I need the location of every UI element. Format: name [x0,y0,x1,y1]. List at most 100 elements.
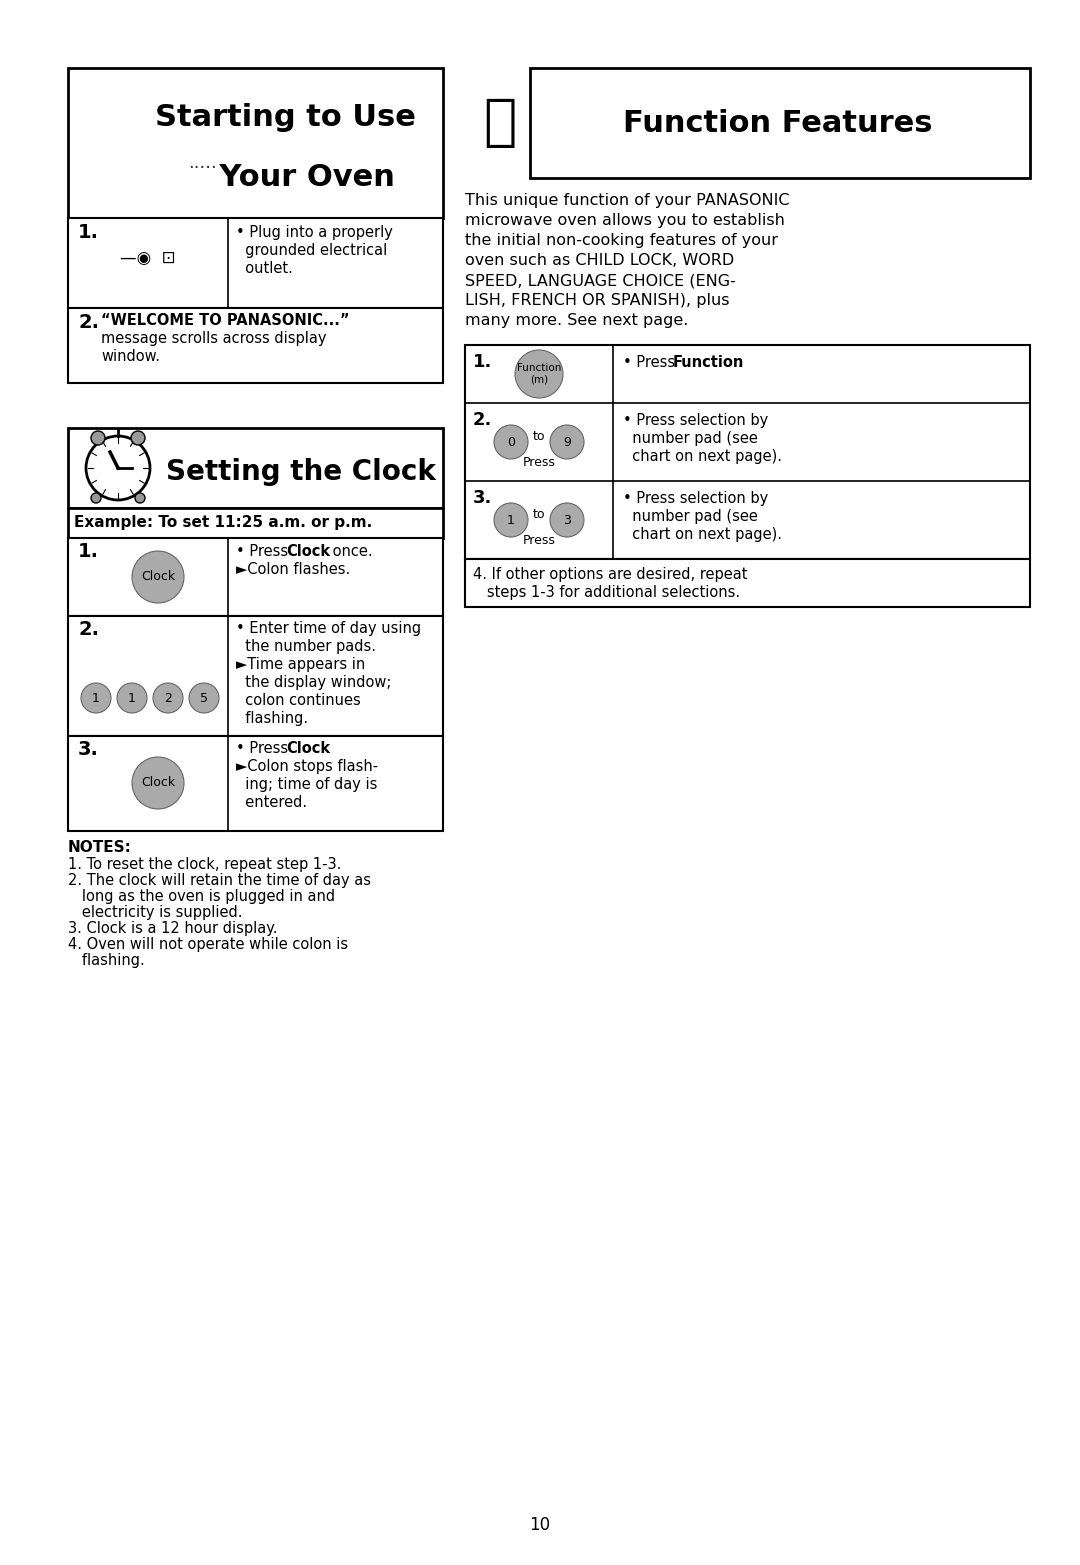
Text: 2.: 2. [473,412,492,429]
Bar [465,559,1030,607]
Text: window.: window. [102,349,160,365]
Text: Clock: Clock [140,776,175,789]
Bar [465,344,1030,559]
Text: colon continues: colon continues [237,693,361,707]
Bar [68,427,443,509]
Circle shape [189,682,219,714]
Text: 3.: 3. [78,740,99,759]
Circle shape [135,493,145,502]
Text: .: . [737,355,742,369]
Text: • Enter time of day using: • Enter time of day using [237,621,421,635]
Text: chart on next page).: chart on next page). [623,449,782,463]
Text: number pad (see: number pad (see [623,509,758,524]
Text: Your Oven: Your Oven [176,163,394,192]
Text: once.: once. [328,545,373,559]
Text: the number pads.: the number pads. [237,639,376,654]
Text: Starting to Use: Starting to Use [156,103,416,133]
Text: electricity is supplied.: electricity is supplied. [68,905,243,920]
Text: steps 1-3 for additional selections.: steps 1-3 for additional selections. [473,585,740,599]
Text: message scrolls across display: message scrolls across display [102,332,326,346]
Text: grounded electrical: grounded electrical [237,243,388,258]
Bar [68,617,443,736]
Text: 1: 1 [508,513,515,526]
Text: ►Time appears in: ►Time appears in [237,657,365,671]
Bar [530,67,1030,178]
Text: 4. Oven will not operate while colon is: 4. Oven will not operate while colon is [68,937,348,952]
Bar [68,218,443,308]
Circle shape [81,682,111,714]
Text: 1: 1 [92,692,100,704]
Text: 1. To reset the clock, repeat step 1-3.: 1. To reset the clock, repeat step 1-3. [68,858,341,872]
Text: 10: 10 [529,1516,551,1534]
Text: Function: Function [673,355,744,369]
Bar [68,308,443,383]
Text: SPEED, LANGUAGE CHOICE (ENG-: SPEED, LANGUAGE CHOICE (ENG- [465,272,735,288]
Text: to: to [532,430,545,443]
Text: ►Colon stops flash-: ►Colon stops flash- [237,759,378,775]
Text: long as the oven is plugged in and: long as the oven is plugged in and [68,889,335,905]
Text: 👤: 👤 [484,95,516,150]
Text: chart on next page).: chart on next page). [623,527,782,541]
Text: number pad (see: number pad (see [623,430,758,446]
Text: 4. If other options are desired, repeat: 4. If other options are desired, repeat [473,567,747,582]
Text: Function
(m): Function (m) [517,363,562,385]
Text: Example: To set 11:25 a.m. or p.m.: Example: To set 11:25 a.m. or p.m. [75,515,373,531]
Text: • Press selection by: • Press selection by [623,491,768,505]
Text: 1.: 1. [78,541,99,560]
Text: flashing.: flashing. [68,953,145,969]
Text: LISH, FRENCH OR SPANISH), plus: LISH, FRENCH OR SPANISH), plus [465,293,729,308]
Text: flashing.: flashing. [237,711,308,726]
Text: Setting the Clock: Setting the Clock [166,459,436,487]
Text: 2: 2 [164,692,172,704]
Bar [68,509,443,538]
Text: 1.: 1. [473,354,492,371]
Text: entered.: entered. [237,795,307,811]
Text: —◉  ⊡: —◉ ⊡ [120,249,176,268]
Circle shape [550,426,584,459]
Text: 2.: 2. [78,620,99,639]
Text: 3. Clock is a 12 hour display.: 3. Clock is a 12 hour display. [68,920,278,936]
Text: oven such as CHILD LOCK, WORD: oven such as CHILD LOCK, WORD [465,254,734,268]
Circle shape [91,430,105,444]
Text: 9: 9 [563,435,571,449]
Text: microwave oven allows you to establish: microwave oven allows you to establish [465,213,785,228]
Circle shape [515,351,563,398]
Bar [68,67,443,218]
Text: NOTES:: NOTES: [68,840,132,854]
Text: • Press: • Press [623,355,679,369]
Circle shape [116,466,120,470]
Bar [68,538,443,617]
Text: many more. See next page.: many more. See next page. [465,313,688,329]
Text: 0: 0 [507,435,515,449]
Text: Press: Press [523,455,555,468]
Text: ►Colon flashes.: ►Colon flashes. [237,562,350,577]
Circle shape [550,502,584,537]
Text: .....: ..... [189,153,217,172]
Circle shape [131,430,145,444]
Text: Press: Press [523,534,555,546]
Text: outlet.: outlet. [237,261,293,275]
Text: This unique function of your PANASONIC: This unique function of your PANASONIC [465,192,789,208]
Text: 3.: 3. [473,488,492,507]
Text: the initial non-cooking features of your: the initial non-cooking features of your [465,233,778,247]
Circle shape [117,682,147,714]
Text: Clock: Clock [286,740,330,756]
Text: 5: 5 [200,692,208,704]
Text: • Press selection by: • Press selection by [623,413,768,427]
Text: “WELCOME TO PANASONIC...”: “WELCOME TO PANASONIC...” [102,313,350,329]
Text: Function Features: Function Features [623,108,932,138]
Text: • Press: • Press [237,545,293,559]
Text: 2.: 2. [78,313,99,332]
Circle shape [132,551,184,603]
Text: 2. The clock will retain the time of day as: 2. The clock will retain the time of day… [68,873,372,887]
Text: Clock: Clock [140,571,175,584]
Circle shape [132,757,184,809]
Text: 3: 3 [563,513,571,526]
Circle shape [91,493,102,502]
Circle shape [153,682,183,714]
Text: 1.: 1. [78,222,99,243]
Circle shape [86,437,150,499]
Circle shape [494,426,528,459]
Text: • Press: • Press [237,740,293,756]
Text: the display window;: the display window; [237,675,391,690]
